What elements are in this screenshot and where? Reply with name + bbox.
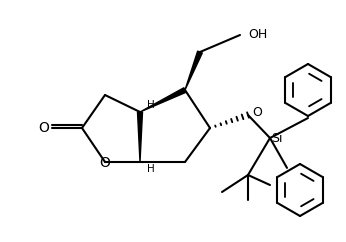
Polygon shape: [137, 112, 143, 162]
Polygon shape: [140, 88, 186, 112]
Text: OH: OH: [248, 29, 267, 41]
Text: Si: Si: [271, 131, 282, 144]
Text: H: H: [147, 164, 155, 174]
Text: O: O: [38, 121, 49, 135]
Text: H: H: [147, 100, 155, 110]
Text: O: O: [252, 106, 262, 120]
Text: O: O: [100, 156, 110, 170]
Polygon shape: [185, 51, 202, 90]
